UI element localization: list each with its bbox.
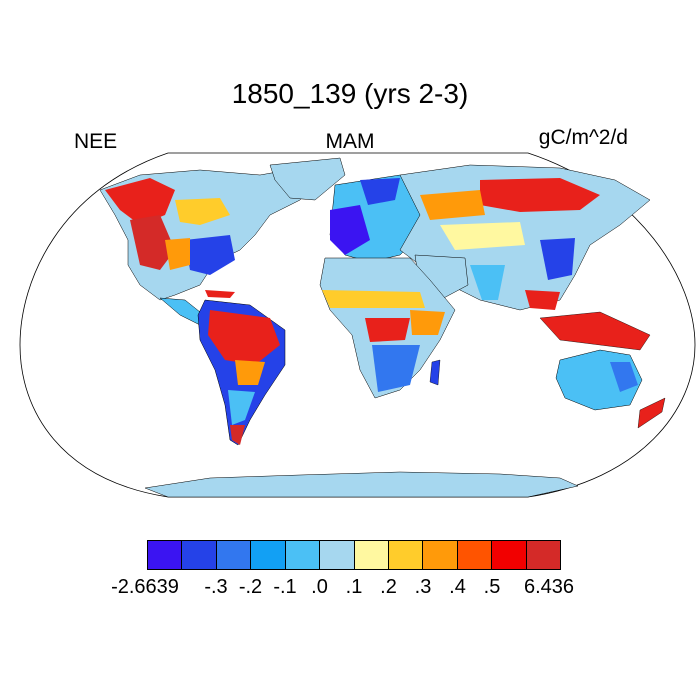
colorbar-swatch-0 <box>148 541 183 569</box>
sa-south-light <box>228 390 255 425</box>
colorbar-tick-label: -.1 <box>273 576 297 598</box>
colorbar-tick-label: .1 <box>345 576 363 598</box>
colorbar-tick-label: 6.436 <box>523 576 575 598</box>
africa-central-red <box>365 318 410 342</box>
na-canada-yellow <box>175 198 230 225</box>
europe-north-blue <box>360 178 400 205</box>
na-west-red <box>130 215 175 270</box>
africa-east-orange <box>410 310 445 335</box>
new-zealand-red <box>637 397 666 429</box>
caribbean-red <box>205 290 235 298</box>
india-light <box>470 265 505 300</box>
sahel-orange <box>322 290 425 308</box>
greenland-land <box>269 157 346 201</box>
asia-east-blue <box>540 238 575 280</box>
colorbar-tick-label: .3 <box>414 576 432 598</box>
colorbar-swatch-6 <box>354 541 389 569</box>
colorbar-swatch-9 <box>457 541 493 569</box>
colorbar-tick-label: .4 <box>449 576 466 598</box>
plot-title: 1850_139 (yrs 2-3) <box>231 78 469 109</box>
colorbar-swatch-10 <box>492 541 527 569</box>
season-label: MAM <box>325 130 375 153</box>
australia-east-blue <box>610 362 638 392</box>
colorbar <box>147 540 561 570</box>
colorbar-tick-label: -.3 <box>204 576 228 598</box>
colorbar-tick-label: .2 <box>380 576 397 598</box>
colorbar-tick-label: -.2 <box>238 576 263 598</box>
colorbar-swatch-3 <box>251 541 286 569</box>
na-central-orange <box>165 238 190 270</box>
se-asia-red <box>525 290 560 310</box>
asia-north-orange <box>420 190 485 220</box>
na-alaska-red <box>105 178 175 225</box>
africa-south-blue <box>372 345 420 392</box>
colorbar-tick-label: -2.6639 <box>111 576 179 598</box>
variable-label: NEE <box>74 130 118 153</box>
na-east-blue <box>185 235 235 275</box>
colorbar-swatch-2 <box>216 541 252 569</box>
colorbar-swatch-4 <box>285 541 321 569</box>
sa-tip-red <box>230 425 245 445</box>
europe-west-blue <box>330 205 370 255</box>
colorbar-swatch-5 <box>320 541 355 569</box>
colorbar-swatch-11 <box>526 541 561 569</box>
colorbar-swatch-1 <box>182 541 217 569</box>
colorbar-swatch-8 <box>423 541 458 569</box>
colorbar-tick-label: .5 <box>483 576 501 598</box>
units-label: gC/m^2/d <box>538 126 628 149</box>
colorbar-tick-label: .0 <box>311 576 328 598</box>
sa-central-orange <box>235 360 265 385</box>
sa-amazon-red <box>208 310 280 365</box>
indonesia-land <box>539 311 651 351</box>
asia-central-yellow <box>440 222 525 250</box>
colorbar-swatch-7 <box>388 541 424 569</box>
asia-siberia-red <box>480 178 600 212</box>
antarctica-land <box>144 471 579 498</box>
madagascar-land <box>429 359 441 386</box>
